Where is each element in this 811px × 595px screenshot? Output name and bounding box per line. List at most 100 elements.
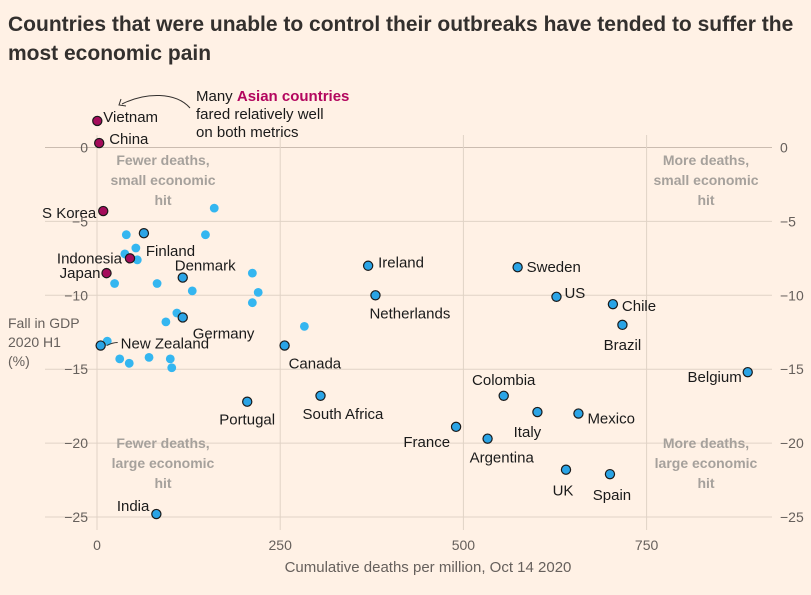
y-tick-label-right: −10 xyxy=(780,287,804,303)
quadrant-label-top-right: More deaths, xyxy=(663,152,749,168)
quadrant-label-top-left: hit xyxy=(154,192,171,208)
label-germany: Germany xyxy=(193,325,255,342)
label-uk: UK xyxy=(553,483,574,500)
point-ireland xyxy=(362,260,374,271)
point-indonesia xyxy=(124,253,136,264)
label-vietnam: Vietnam xyxy=(103,109,158,126)
y-tick-label-right: −5 xyxy=(780,213,796,229)
point-china xyxy=(93,137,105,149)
point-belgium xyxy=(742,366,753,378)
annotation-arrow xyxy=(121,94,191,109)
point-south-africa xyxy=(315,390,326,402)
point-denmark xyxy=(177,272,188,283)
point-argentina xyxy=(482,433,493,444)
quadrant-labels: Fewer deaths, small economic hit More death… xyxy=(110,152,758,491)
label-indonesia: Indonesia xyxy=(57,250,123,267)
point-new-zealand xyxy=(95,340,106,351)
y-tick-label-left: −5 xyxy=(72,213,88,229)
point-canada xyxy=(279,340,290,351)
label-spain: Spain xyxy=(593,487,631,504)
quadrant-label-top-left: Fewer deaths, xyxy=(116,152,209,168)
x-tick-label: 500 xyxy=(452,537,476,553)
label-netherlands: Netherlands xyxy=(369,305,450,322)
x-tick-label: 0 xyxy=(93,537,101,553)
point-unlabelled xyxy=(121,230,131,240)
quadrant-label-top-right: small economic xyxy=(653,172,758,188)
y-axis-title: Fall in GDP xyxy=(8,315,80,331)
point-chile xyxy=(607,298,619,310)
label-us: US xyxy=(564,285,585,302)
point-portugal xyxy=(242,396,253,407)
data-points xyxy=(92,115,753,520)
label-south-africa: South Africa xyxy=(303,406,385,423)
label-france: France xyxy=(403,434,450,451)
point-vietnam xyxy=(92,115,103,127)
point-unlabelled xyxy=(209,203,219,213)
quadrant-label-top-left: small economic xyxy=(110,172,215,188)
point-us xyxy=(551,291,562,302)
quadrant-label-bottom-right: hit xyxy=(697,475,714,491)
label-mexico: Mexico xyxy=(587,411,635,428)
label-finland: Finland xyxy=(146,243,195,260)
point-unlabelled xyxy=(165,354,175,364)
point-unlabelled xyxy=(187,286,197,296)
point-unlabelled xyxy=(152,279,162,288)
y-tick-label-left: −15 xyxy=(64,361,88,377)
point-spain xyxy=(604,468,616,480)
label-canada: Canada xyxy=(289,356,342,373)
annotation-arrowhead xyxy=(118,98,127,107)
quadrant-label-bottom-right: large economic xyxy=(655,455,758,471)
y-tick-label-right: −25 xyxy=(780,509,804,525)
label-colombia: Colombia xyxy=(472,372,536,389)
point-s-korea xyxy=(98,205,109,217)
point-unlabelled xyxy=(115,354,125,364)
point-brazil xyxy=(617,319,628,331)
x-tick-label: 750 xyxy=(635,537,659,553)
point-italy xyxy=(532,406,543,418)
y-tick-label-right: 0 xyxy=(780,140,788,156)
annotation-line-2: fared relatively well xyxy=(196,106,324,123)
point-sweden xyxy=(512,262,523,273)
label-chile: Chile xyxy=(622,298,656,315)
y-tick-label-left: −25 xyxy=(64,509,88,525)
point-netherlands xyxy=(370,290,381,301)
point-unlabelled xyxy=(247,298,257,308)
point-unlabelled xyxy=(131,243,141,253)
point-unlabelled xyxy=(247,268,257,278)
label-italy: Italy xyxy=(514,424,542,441)
label-argentina: Argentina xyxy=(470,450,535,467)
y-tick-label-left: −20 xyxy=(64,435,88,451)
y-tick-label-left: 0 xyxy=(80,140,88,156)
x-axis-title: Cumulative deaths per million, Oct 14 20… xyxy=(285,559,572,576)
point-unlabelled xyxy=(124,358,134,368)
point-unlabelled xyxy=(201,230,210,240)
label-sweden: Sweden xyxy=(527,259,581,276)
annotation-line-3: on both metrics xyxy=(196,124,299,141)
label-belgium: Belgium xyxy=(688,369,742,386)
axes: 0 0 −5 −5 −10 −10 −15 −15 −20 −20 −25 −25 0 250 500 750… xyxy=(8,140,804,577)
y-tick-label-left: −10 xyxy=(64,287,88,303)
point-uk xyxy=(560,464,572,475)
label-s-korea: S Korea xyxy=(42,205,97,222)
quadrant-label-bottom-left: large economic xyxy=(112,455,215,471)
point-finland xyxy=(138,228,150,239)
point-japan xyxy=(101,267,112,279)
label-japan: Japan xyxy=(60,265,101,282)
quadrant-label-top-right: hit xyxy=(697,192,714,208)
y-axis-title: (%) xyxy=(8,353,30,369)
chart-title: Countries that were unable to control th… xyxy=(8,13,794,65)
label-new-zealand: New Zealand xyxy=(121,336,209,353)
y-tick-label-right: −20 xyxy=(780,435,804,451)
x-tick-label: 250 xyxy=(269,537,293,553)
point-unlabelled xyxy=(144,352,154,362)
point-france xyxy=(450,421,462,433)
label-denmark: Denmark xyxy=(175,258,236,275)
label-portugal: Portugal xyxy=(219,412,275,429)
point-unlabelled xyxy=(161,317,171,327)
y-tick-label-right: −15 xyxy=(780,361,804,377)
point-mexico xyxy=(573,408,584,419)
annotation-line-1: Many Asian countries xyxy=(196,88,349,105)
